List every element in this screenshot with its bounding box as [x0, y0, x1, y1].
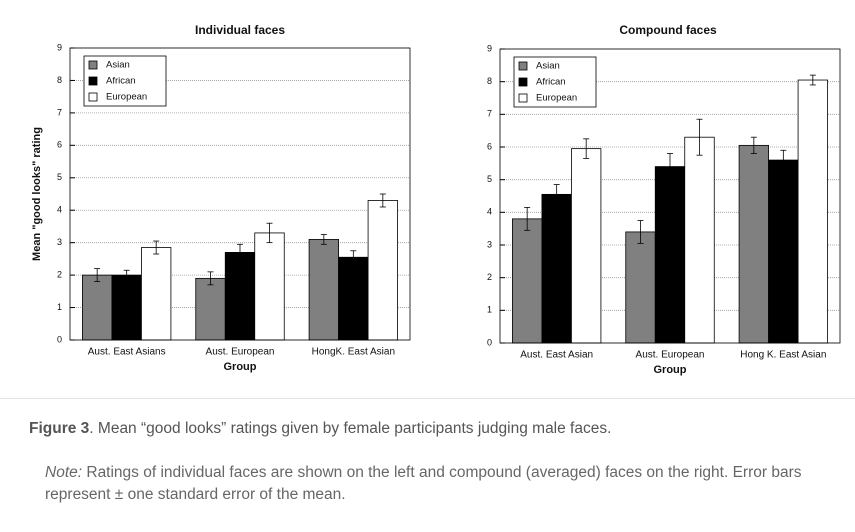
bar	[367, 200, 398, 341]
error-bar	[379, 193, 386, 208]
bar	[654, 166, 686, 344]
legend-label: European	[536, 93, 577, 104]
y-tick-label: 8	[487, 76, 492, 86]
x-tick-label: HongK. East Asian	[312, 347, 395, 358]
caption-text: . Mean “good looks” ratings given by fem…	[89, 420, 612, 437]
y-tick-label: 3	[57, 237, 62, 247]
legend-box	[513, 56, 597, 108]
legend-swatch	[518, 93, 528, 103]
bar	[512, 218, 543, 344]
error-bar	[750, 136, 757, 154]
error-bar	[237, 243, 243, 261]
plot-frame	[69, 47, 411, 341]
bar	[571, 148, 602, 344]
legend-label: European	[106, 92, 147, 103]
error-bar	[153, 240, 160, 255]
error-bar	[94, 268, 101, 283]
bar	[308, 239, 339, 341]
y-tick-label: 2	[57, 269, 62, 279]
figure: Individual faces 0 1 2 3 4 5 6 7 8 9 Aust. East Asi…	[0, 23, 855, 399]
error-bar	[809, 74, 816, 86]
caption-label: Figure 3	[29, 420, 90, 437]
error-bar	[350, 250, 357, 265]
figure-caption: Figure 3. Mean “good looks” ratings give…	[29, 420, 611, 438]
bar	[625, 231, 656, 344]
note-text: Ratings of individual faces are shown on…	[45, 464, 802, 503]
plot-frame	[499, 48, 841, 344]
y-tick-label: 6	[57, 140, 62, 150]
legend-label: African	[536, 77, 566, 88]
y-tick-label: 2	[487, 272, 492, 282]
bar	[684, 136, 715, 344]
y-tick-label: 4	[487, 207, 492, 217]
y-tick-label: 0	[57, 334, 62, 344]
y-tick-label: 9	[487, 43, 492, 53]
charts: Individual faces 0 1 2 3 4 5 6 7 8 9 Aust. East Asi…	[31, 23, 841, 376]
y-tick-label: 9	[57, 42, 62, 52]
error-bar	[553, 184, 560, 205]
legend-box	[83, 55, 167, 107]
y-tick-label: 3	[487, 239, 492, 249]
y-tick-label: 5	[487, 174, 492, 184]
error-bar	[320, 234, 327, 245]
error-bar	[266, 222, 273, 244]
y-tick-label: 7	[487, 109, 492, 119]
bar	[768, 159, 799, 344]
legend-label: Asian	[106, 60, 130, 71]
y-tick-label: 6	[487, 141, 492, 151]
x-tick-label: Aust. East Asians	[88, 347, 166, 358]
bar	[254, 232, 285, 341]
legend-swatch	[518, 77, 528, 87]
bar	[111, 274, 142, 341]
y-tick-label: 1	[487, 305, 492, 315]
legend-swatch	[88, 76, 98, 86]
error-bar	[667, 153, 673, 181]
y-tick-label: 0	[487, 337, 492, 347]
note-label: Note:	[45, 464, 83, 481]
x-tick-label: Aust. East Asian	[520, 350, 593, 361]
bar	[141, 247, 172, 341]
legend-swatch	[518, 61, 528, 71]
x-tick-label: Hong K. East Asian	[740, 350, 826, 361]
y-axis-label: Mean "good looks" rating	[31, 127, 43, 261]
x-tick-label: Aust. European	[636, 350, 705, 361]
error-bar	[696, 118, 703, 156]
bar	[338, 256, 369, 341]
y-tick-label: 4	[57, 205, 62, 215]
error-bar	[780, 149, 787, 171]
bar	[195, 277, 226, 341]
bar	[738, 144, 769, 344]
bar	[541, 193, 572, 344]
legend-label: Asian	[536, 61, 560, 72]
error-bar	[524, 207, 531, 231]
figure-note: Note: Ratings of individual faces are sh…	[45, 462, 815, 506]
chart-title: Individual faces	[195, 23, 285, 37]
legend-swatch	[88, 92, 98, 102]
error-bar	[637, 220, 644, 244]
error-bar	[207, 271, 214, 286]
y-tick-label: 5	[57, 172, 62, 182]
error-bar	[123, 269, 130, 281]
y-tick-label: 7	[57, 107, 62, 117]
legend-label: African	[106, 76, 136, 87]
bar	[82, 274, 113, 341]
legend-swatch	[88, 60, 98, 70]
y-tick-label: 8	[57, 75, 62, 85]
error-bar	[583, 138, 590, 159]
x-tick-label: Aust. European	[206, 347, 275, 358]
y-tick-label: 1	[57, 302, 62, 312]
chart-title: Compound faces	[619, 23, 717, 37]
x-axis-label: Group	[654, 364, 687, 376]
bar	[797, 79, 828, 344]
x-axis-label: Group	[224, 361, 257, 373]
bar	[224, 251, 256, 341]
